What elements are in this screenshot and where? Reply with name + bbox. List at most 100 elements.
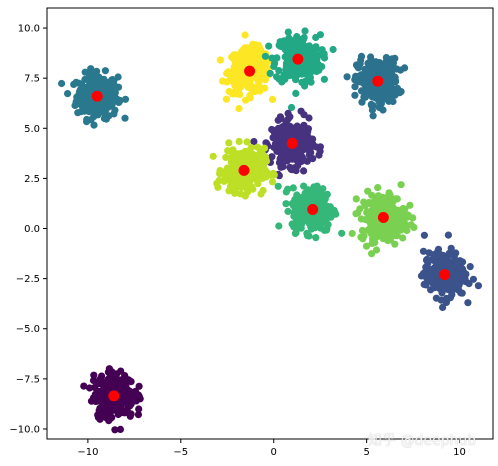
data-point: [252, 41, 260, 49]
data-point: [249, 153, 257, 161]
data-point: [296, 46, 305, 54]
data-point: [385, 189, 393, 197]
data-point: [106, 383, 114, 391]
data-point: [403, 226, 411, 235]
y-tick-label: 5.0: [24, 124, 40, 135]
x-axis: −10 −5 0 5 10: [77, 439, 466, 458]
centroid-6: [238, 164, 250, 176]
data-point: [105, 365, 113, 373]
data-point: [352, 195, 360, 203]
data-point: [240, 183, 248, 191]
data-point: [90, 121, 98, 129]
data-point: [420, 231, 428, 239]
data-point: [114, 73, 122, 81]
data-point: [293, 33, 301, 41]
data-point: [388, 220, 396, 228]
data-point: [357, 233, 365, 241]
data-point: [284, 54, 292, 62]
data-point: [292, 167, 300, 175]
x-tick-label: 5: [363, 447, 369, 458]
data-point: [232, 54, 240, 63]
data-point: [358, 98, 366, 106]
data-point: [357, 87, 366, 95]
data-point: [295, 39, 303, 47]
data-point: [356, 60, 364, 68]
centroid-4: [372, 75, 384, 87]
data-point: [360, 79, 368, 87]
data-point: [293, 191, 301, 199]
data-point: [368, 106, 376, 114]
data-point: [102, 414, 110, 422]
data-point: [448, 291, 456, 299]
data-point: [312, 234, 320, 242]
y-tick-label: −5.0: [16, 324, 40, 335]
data-point: [277, 163, 285, 171]
data-point: [281, 45, 289, 54]
data-point: [427, 275, 435, 283]
data-point: [369, 112, 377, 120]
data-point: [420, 280, 428, 288]
data-point: [391, 240, 399, 248]
data-point: [277, 132, 285, 140]
data-point: [459, 274, 467, 282]
data-point: [92, 397, 100, 405]
data-point: [284, 60, 292, 68]
data-point: [223, 69, 231, 77]
data-point: [369, 235, 377, 243]
data-point: [368, 223, 376, 231]
data-point: [284, 185, 292, 193]
data-point: [110, 401, 118, 410]
data-point: [110, 89, 118, 97]
data-point: [466, 263, 474, 271]
data-point: [288, 200, 296, 208]
data-point: [407, 221, 415, 229]
data-point: [376, 227, 384, 235]
data-point: [104, 95, 112, 103]
watermark: 知乎 @deephub: [368, 433, 477, 449]
data-point: [257, 190, 265, 198]
data-point: [276, 113, 284, 121]
data-point: [372, 246, 381, 254]
data-point: [380, 195, 388, 203]
data-point: [465, 280, 473, 288]
data-point: [289, 184, 297, 192]
data-point: [312, 43, 320, 51]
data-point: [457, 289, 465, 297]
data-point: [297, 107, 305, 115]
data-point: [427, 286, 435, 294]
data-point: [102, 106, 110, 114]
centroid-3: [292, 53, 304, 65]
data-point: [304, 52, 312, 60]
data-point: [464, 299, 472, 307]
data-point: [329, 45, 337, 54]
data-point: [284, 109, 292, 117]
data-point: [226, 75, 234, 83]
data-point: [364, 187, 372, 195]
data-point: [307, 78, 315, 86]
data-point: [238, 60, 246, 68]
centroid-7: [307, 204, 319, 215]
data-point: [235, 137, 243, 146]
data-point: [241, 192, 249, 200]
x-tick-label: −10: [77, 447, 98, 458]
data-point: [96, 103, 104, 111]
data-point: [89, 108, 97, 116]
y-axis: −10.0 −7.5 −5.0 −2.5 0.0 2.5 5.0 7.5 10.0: [9, 24, 47, 435]
data-point: [111, 426, 119, 434]
data-point: [261, 52, 269, 60]
data-point: [367, 100, 375, 108]
centroid-8: [377, 212, 389, 223]
y-tick-label: 7.5: [24, 74, 40, 85]
data-point: [356, 205, 364, 213]
y-tick-label: −10.0: [9, 424, 40, 435]
data-point: [134, 411, 142, 419]
data-point: [97, 404, 105, 412]
data-point: [366, 89, 374, 98]
data-point: [419, 247, 428, 255]
data-point: [292, 89, 300, 97]
data-point: [98, 372, 106, 380]
data-point: [389, 85, 397, 93]
data-point: [275, 67, 283, 75]
data-point: [430, 251, 438, 259]
